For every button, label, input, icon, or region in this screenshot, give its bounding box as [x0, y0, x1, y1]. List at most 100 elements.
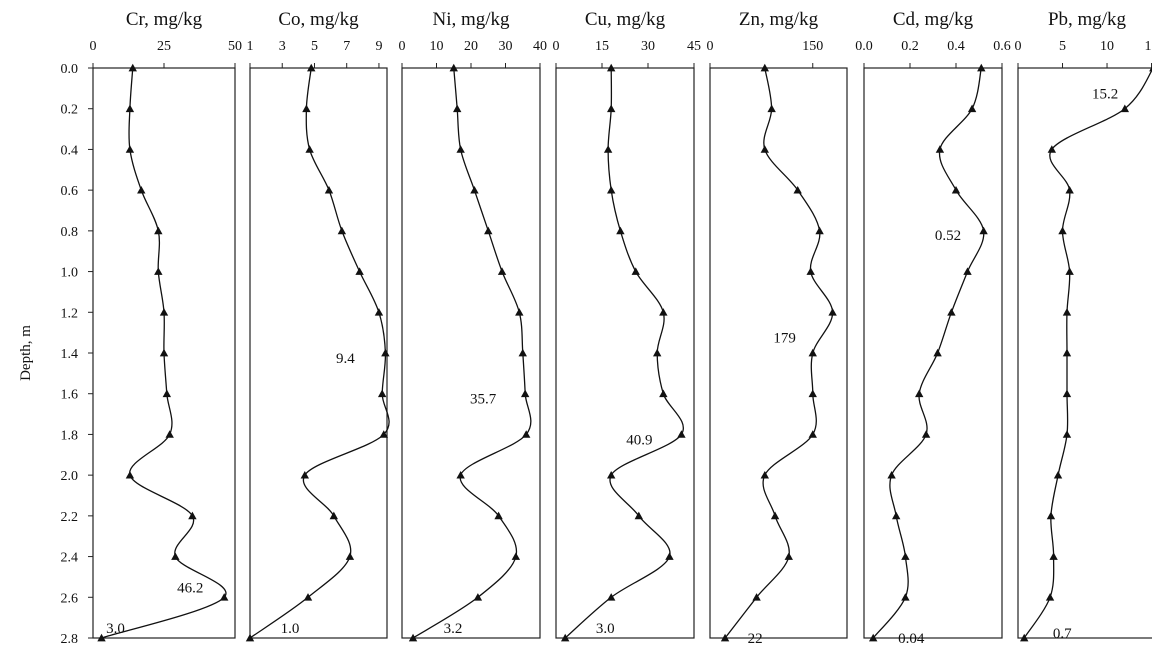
series-line — [724, 67, 834, 639]
series-line — [564, 67, 684, 639]
data-point-marker — [171, 552, 180, 560]
data-point-marker — [887, 470, 896, 479]
data-point-marker — [522, 430, 531, 438]
y-tick-label: 2.8 — [61, 632, 79, 646]
x-tick-label: 40 — [533, 39, 547, 54]
panel-frame — [863, 67, 1003, 639]
data-point-marker — [456, 145, 465, 153]
x-tick-label: 20 — [464, 39, 478, 54]
data-point-marker — [324, 185, 334, 194]
data-point-marker — [1065, 185, 1074, 194]
data-point-marker — [760, 63, 769, 72]
data-point-marker — [1065, 267, 1074, 275]
data-point-marker — [767, 104, 776, 113]
data-point-marker — [1120, 104, 1130, 113]
data-point-marker — [1049, 552, 1058, 560]
data-label: 22 — [748, 631, 763, 646]
x-tick-label: 10 — [1100, 39, 1114, 54]
panel-title: Cr, mg/kg — [126, 9, 203, 30]
data-point-marker — [162, 389, 172, 398]
y-tick-label: 0.4 — [61, 143, 79, 158]
data-point-marker — [355, 267, 364, 275]
data-point-marker — [1062, 430, 1072, 438]
y-tick-label: 0.8 — [61, 225, 79, 240]
data-point-marker — [603, 145, 613, 153]
x-tick-label: 0.0 — [855, 39, 873, 54]
data-point-marker — [760, 145, 769, 153]
data-point-marker — [302, 104, 311, 113]
x-tick-label: 0.2 — [901, 39, 919, 54]
data-point-marker — [1053, 470, 1063, 479]
data-point-marker — [752, 593, 761, 601]
series-line — [872, 67, 985, 639]
data-point-marker — [154, 267, 163, 275]
data-label: 0.52 — [935, 228, 961, 244]
data-point-marker — [159, 348, 169, 357]
data-point-marker — [806, 267, 815, 275]
y-tick-label: 2.4 — [61, 551, 79, 566]
data-label: 3.0 — [106, 621, 125, 637]
y-tick-label: 2.2 — [61, 510, 79, 525]
data-point-marker — [828, 308, 837, 316]
data-point-marker — [901, 593, 910, 601]
x-tick-label: 5 — [311, 39, 318, 54]
data-point-marker — [659, 308, 668, 316]
data-point-marker — [154, 226, 163, 235]
data-point-marker — [456, 470, 465, 479]
data-point-marker — [720, 633, 730, 642]
data-point-marker — [374, 308, 384, 316]
data-label: 0.7 — [1053, 626, 1072, 642]
data-point-marker — [979, 226, 988, 235]
data-label: 1.0 — [281, 621, 300, 637]
data-point-marker — [515, 308, 524, 316]
data-point-marker — [220, 593, 229, 601]
data-point-marker — [329, 511, 339, 520]
x-tick-label: 0.4 — [947, 39, 965, 54]
series-line — [249, 67, 390, 639]
series-line — [412, 67, 532, 639]
data-point-marker — [473, 593, 483, 601]
y-axis-label: Depth, m — [18, 325, 34, 381]
data-point-marker — [484, 226, 493, 235]
data-point-marker — [561, 633, 570, 642]
data-point-marker — [408, 633, 418, 642]
y-tick-label: 2.6 — [61, 591, 79, 606]
data-point-marker — [977, 63, 986, 72]
data-point-marker — [305, 145, 314, 153]
x-tick-label: 0 — [1015, 39, 1022, 54]
panel-title: Zn, mg/kg — [739, 9, 819, 30]
data-label: 35.7 — [470, 392, 497, 408]
data-label: 9.4 — [336, 351, 355, 367]
data-point-marker — [1062, 348, 1072, 357]
data-label: 46.2 — [177, 580, 203, 596]
data-point-marker — [1047, 145, 1057, 153]
data-label: 15.2 — [1092, 86, 1118, 102]
data-point-marker — [634, 511, 643, 520]
data-point-marker — [677, 430, 686, 438]
x-tick-label: 3 — [279, 39, 286, 54]
series-line — [1023, 68, 1152, 639]
x-tick-label: 0 — [399, 39, 406, 54]
panel-frame — [401, 67, 541, 639]
data-point-marker — [915, 389, 924, 398]
data-point-marker — [951, 185, 961, 194]
data-point-marker — [345, 552, 355, 560]
panel-frame — [709, 67, 848, 639]
panel-title: Ni, mg/kg — [432, 9, 510, 30]
data-point-marker — [665, 552, 674, 560]
data-point-marker — [784, 552, 793, 560]
panel-title: Co, mg/kg — [278, 9, 359, 30]
data-point-marker — [935, 145, 945, 153]
data-point-marker — [511, 552, 521, 560]
data-point-marker — [125, 145, 135, 153]
data-point-marker — [303, 593, 313, 601]
data-label: 179 — [773, 331, 796, 347]
data-point-marker — [497, 267, 507, 275]
data-point-marker — [97, 633, 106, 642]
x-tick-label: 9 — [375, 39, 382, 54]
data-point-marker — [128, 63, 137, 72]
panel-title: Cd, mg/kg — [893, 9, 974, 30]
data-point-marker — [337, 226, 347, 235]
data-point-marker — [933, 348, 942, 357]
data-point-marker — [616, 226, 625, 235]
